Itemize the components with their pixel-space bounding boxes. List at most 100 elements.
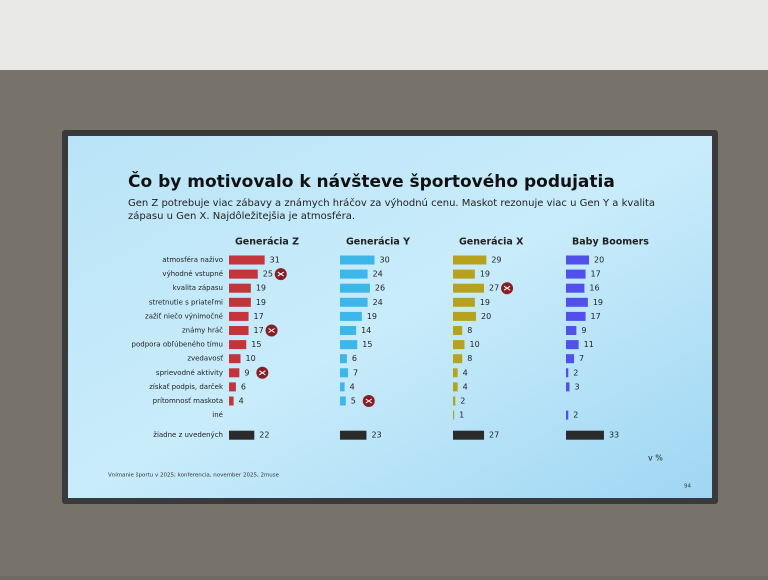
value-label: 2: [573, 411, 578, 420]
bar: [566, 430, 604, 440]
value-label: 22: [259, 431, 269, 440]
subtitle: zápasu u Gen X. Najdôležitejšia je atmos…: [128, 210, 355, 222]
category-label: získať podpis, darček: [149, 382, 224, 391]
value-label: 23: [371, 431, 381, 440]
value-label: 1: [459, 411, 464, 420]
value-label: 16: [589, 284, 599, 293]
value-label: 11: [584, 340, 594, 349]
series-name: Baby Boomers: [572, 237, 649, 248]
bar: [340, 340, 358, 350]
category-label: podpora obľúbeného tímu: [132, 341, 223, 349]
title: Čo by motivovalo k návšteve športového p…: [128, 170, 615, 192]
value-label: 4: [463, 368, 468, 377]
series-name: Generácia Z: [235, 237, 299, 248]
ceiling: [0, 0, 768, 70]
bar: [229, 396, 234, 406]
bar: [453, 283, 485, 293]
value-label: 17: [591, 312, 601, 321]
value-label: 9: [581, 326, 586, 335]
value-label: 5: [351, 397, 356, 406]
value-label: 8: [467, 354, 472, 363]
bar: [229, 269, 258, 279]
value-label: 30: [380, 256, 390, 265]
bar: [566, 368, 569, 378]
value-label: 6: [352, 354, 357, 363]
bar: [453, 255, 487, 265]
value-label: 26: [375, 284, 385, 293]
value-label: 20: [481, 312, 491, 321]
bar: [566, 269, 586, 279]
value-label: 10: [470, 340, 480, 349]
bar: [566, 340, 579, 350]
bar: [453, 311, 476, 321]
category-label: prítomnosť maskota: [153, 396, 223, 405]
bar: [229, 297, 251, 307]
mascot-icon-glyph: [277, 271, 285, 277]
page-number: 94: [684, 484, 691, 490]
category-label: žiadne z uvedených: [153, 431, 223, 439]
bar: [340, 368, 349, 378]
value-label: 8: [467, 326, 472, 335]
value-label: 17: [254, 312, 264, 321]
value-label: 19: [480, 298, 490, 307]
bar: [453, 297, 475, 307]
category-label: zvedavosť: [187, 354, 223, 363]
bar: [566, 382, 570, 392]
category-label: kvalita zápasu: [173, 284, 223, 292]
bar: [566, 283, 585, 293]
bar: [340, 382, 345, 392]
mascot-icon-glyph: [268, 328, 275, 333]
bar: [453, 340, 465, 350]
unit-note: v %: [648, 454, 663, 463]
value-label: 19: [256, 298, 266, 307]
mascot-icon-glyph: [503, 285, 511, 291]
value-label: 17: [591, 270, 601, 279]
value-label: 19: [480, 270, 490, 279]
value-label: 24: [373, 298, 383, 307]
value-label: 31: [270, 256, 280, 265]
value-label: 20: [594, 256, 604, 265]
value-label: 19: [593, 298, 603, 307]
category-label: iné: [212, 411, 223, 419]
bar: [340, 396, 346, 406]
value-label: 15: [362, 340, 372, 349]
value-label: 29: [491, 256, 501, 265]
bar: [340, 311, 362, 321]
value-label: 2: [460, 397, 465, 406]
bar: [340, 326, 357, 335]
value-label: 19: [256, 284, 266, 293]
value-label: 4: [239, 397, 244, 406]
bar: [566, 410, 569, 420]
bar: [229, 430, 255, 440]
bar: [453, 430, 485, 440]
bar: [566, 297, 588, 307]
bar: [453, 382, 458, 392]
value-label: 10: [246, 354, 256, 363]
value-label: 7: [579, 354, 584, 363]
value-label: 9: [244, 368, 249, 377]
bar: [229, 340, 247, 350]
series-name: Generácia Y: [346, 237, 410, 248]
bar: [566, 255, 589, 265]
value-label: 3: [574, 382, 579, 391]
bar: [229, 354, 241, 364]
bar: [453, 269, 475, 279]
bar: [229, 326, 249, 335]
bar: [340, 354, 347, 364]
bar: [340, 297, 368, 307]
value-label: 17: [254, 326, 264, 335]
bar: [229, 368, 240, 378]
bar: [229, 311, 249, 321]
bar: [229, 255, 265, 265]
series-name: Generácia X: [459, 237, 524, 248]
value-label: 33: [609, 431, 619, 440]
bar: [566, 311, 586, 321]
screen: [68, 136, 712, 498]
bar: [566, 326, 577, 335]
category-label: zažiť niečo výnimočné: [145, 311, 223, 320]
bar: [340, 269, 368, 279]
value-label: 4: [350, 382, 355, 391]
value-label: 25: [263, 270, 273, 279]
category-label: atmosféra naživo: [162, 256, 223, 264]
